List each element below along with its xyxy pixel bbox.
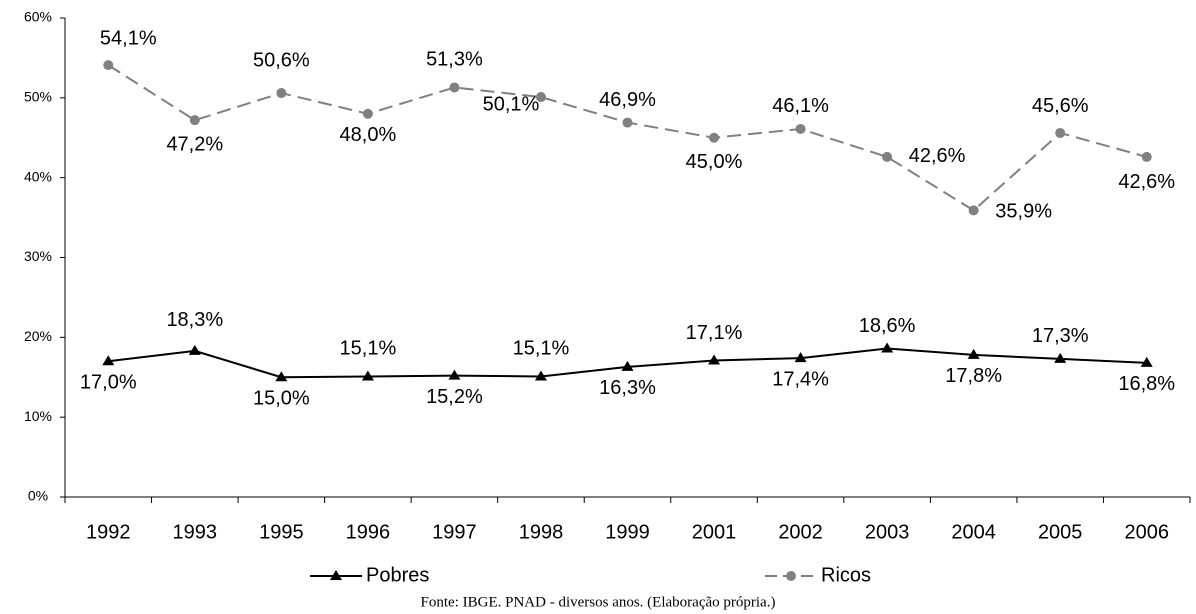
series-line: [107, 64, 1147, 212]
marker: [276, 88, 287, 99]
x-tick-label: 2004: [951, 521, 996, 543]
value-label: 15,2%: [426, 386, 483, 408]
marker: [275, 371, 288, 382]
y-tick-label: 40%: [24, 168, 52, 184]
x-tick-label: 1992: [86, 521, 131, 543]
value-label: 48,0%: [340, 124, 397, 146]
y-tick-label: 50%: [24, 89, 52, 105]
legend-label: Ricos: [821, 564, 871, 586]
value-label: 35,9%: [995, 201, 1052, 223]
value-label: 47,2%: [166, 133, 223, 155]
x-tick-label: 2003: [865, 521, 910, 543]
y-tick-label: 20%: [24, 328, 52, 344]
marker: [708, 354, 721, 365]
x-tick-label: 2005: [1038, 521, 1083, 543]
value-label: 15,1%: [513, 338, 570, 360]
value-label: 54,1%: [100, 27, 157, 49]
marker: [794, 352, 807, 363]
legend-marker: [330, 570, 342, 580]
value-label: 46,9%: [599, 89, 656, 111]
value-label: 45,6%: [1032, 95, 1089, 117]
marker: [362, 108, 373, 119]
marker: [622, 117, 633, 128]
marker: [709, 132, 720, 143]
marker: [103, 60, 114, 71]
marker: [1054, 352, 1067, 363]
x-tick-label: 2001: [692, 521, 737, 543]
marker: [968, 205, 979, 216]
marker: [361, 370, 374, 381]
y-tick-label: 0%: [28, 488, 48, 504]
marker: [1141, 151, 1152, 162]
value-label: 42,6%: [909, 145, 966, 167]
y-tick-label: 30%: [24, 248, 52, 264]
x-tick-label: 1995: [259, 521, 304, 543]
value-label: 17,3%: [1032, 325, 1089, 347]
x-tick-label: 2006: [1124, 521, 1169, 543]
value-label: 17,0%: [80, 372, 137, 394]
marker: [1140, 356, 1153, 367]
value-label: 15,0%: [253, 388, 310, 410]
legend-marker: [786, 571, 796, 581]
caption: Fonte: IBGE. PNAD - diversos anos. (Elab…: [421, 594, 776, 610]
marker: [449, 82, 460, 93]
x-tick-label: 1999: [605, 521, 650, 543]
x-tick-label: 1993: [173, 521, 218, 543]
x-tick-label: 1997: [432, 521, 477, 543]
value-label: 46,1%: [772, 95, 829, 117]
marker: [1055, 127, 1066, 138]
value-label: 50,6%: [253, 49, 310, 71]
x-tick-label: 1998: [519, 521, 564, 543]
value-label: 50,1%: [483, 93, 540, 115]
value-label: 17,8%: [945, 365, 1002, 387]
value-label: 16,8%: [1118, 373, 1175, 395]
value-label: 18,3%: [166, 309, 223, 331]
y-tick-label: 10%: [24, 408, 52, 424]
value-label: 16,3%: [599, 377, 656, 399]
x-tick-label: 2002: [778, 521, 823, 543]
value-label: 42,6%: [1118, 171, 1175, 193]
value-label: 18,6%: [859, 315, 916, 337]
value-label: 17,1%: [686, 322, 743, 344]
x-tick-label: 1996: [346, 521, 391, 543]
marker: [621, 360, 634, 371]
marker: [189, 115, 200, 126]
value-label: 45,0%: [686, 151, 743, 173]
y-tick-label: 60%: [24, 9, 52, 25]
marker: [967, 348, 980, 359]
legend-label: Pobres: [366, 564, 429, 586]
value-label: 51,3%: [426, 49, 483, 71]
marker: [448, 369, 461, 380]
marker: [795, 123, 806, 134]
marker: [882, 151, 893, 162]
marker: [881, 342, 894, 353]
value-label: 15,1%: [340, 338, 397, 360]
value-label: 17,4%: [772, 368, 829, 390]
marker: [188, 344, 201, 355]
marker: [102, 355, 115, 366]
marker: [534, 370, 547, 381]
marker: [535, 92, 546, 103]
